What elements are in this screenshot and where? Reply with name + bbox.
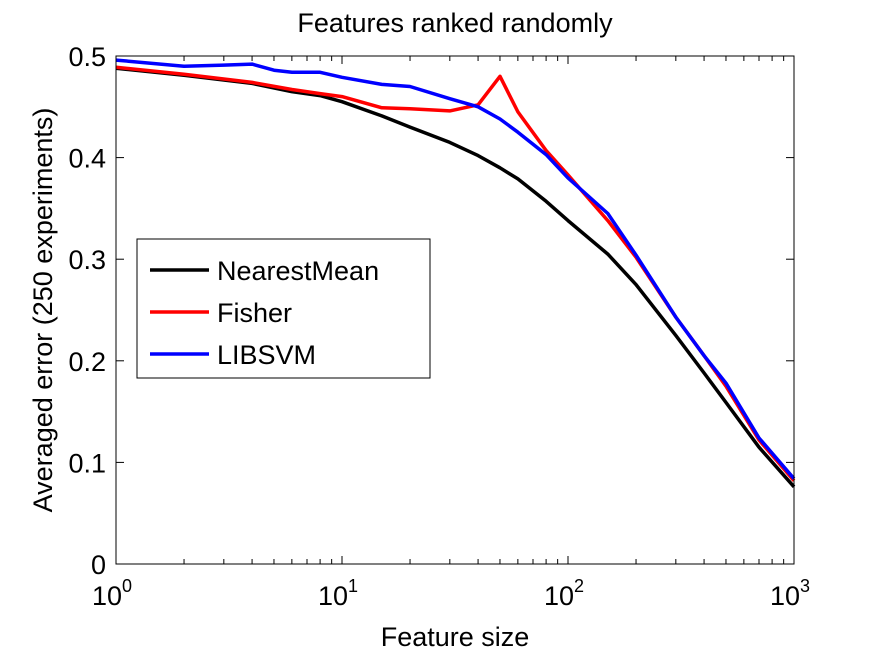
legend: NearestMean Fisher LIBSVM (136, 238, 431, 379)
y-tick-label: 0 (91, 550, 106, 580)
y-tick-label: 0.1 (68, 448, 106, 478)
x-tick-label: 100 (92, 576, 132, 611)
y-tick-label: 0.4 (68, 144, 106, 174)
y-tick-label: 0.2 (68, 347, 106, 377)
x-axis-label: Feature size (381, 622, 530, 652)
plot-frame (115, 55, 795, 565)
ticks-layer: 0 0.1 0.2 0.3 0.4 0.5 100 101 102 103 (68, 42, 810, 611)
x-tick-label: 102 (544, 576, 584, 611)
y-tick-label: 0.5 (68, 42, 106, 72)
series-line-nearestmean (115, 66, 796, 488)
legend-label-libsvm: LIBSVM (217, 340, 316, 370)
y-axis-label: Averaged error (250 experiments) (28, 108, 58, 513)
y-tick-label: 0.3 (68, 245, 106, 275)
x-tick-label: 101 (318, 576, 358, 611)
series-line-libsvm (115, 58, 796, 480)
legend-label-nearestmean: NearestMean (217, 256, 379, 286)
chart-title: Features ranked randomly (297, 8, 613, 38)
legend-label-fisher: Fisher (217, 298, 292, 328)
x-tick-label: 103 (770, 576, 810, 611)
series-layer (115, 58, 796, 488)
